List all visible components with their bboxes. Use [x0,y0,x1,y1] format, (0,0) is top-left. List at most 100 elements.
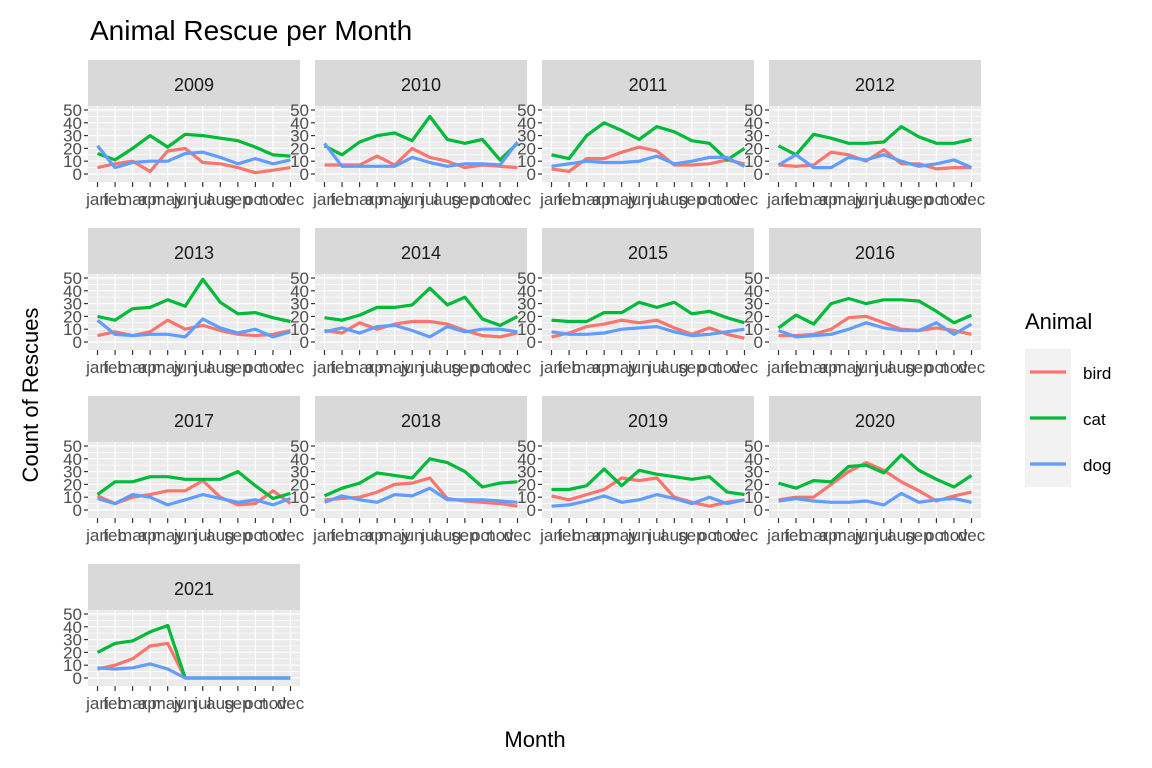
x-tick-label: apr [365,526,390,545]
x-tick-label: dec [504,526,532,545]
x-tick-label: feb [557,190,581,209]
x-tick-label: jun [854,190,878,209]
x-tick-label: may [379,190,412,209]
x-tick-label: aug [660,190,688,209]
x-tick-label: oct [698,526,721,545]
x-tick-label: feb [103,526,127,545]
series-line-bird [551,476,745,508]
legend: Animal bird cat dog [1025,309,1111,487]
x-tick-label: jul [647,526,665,545]
facet-strip [315,396,527,442]
y-tick-label: 50 [290,101,309,120]
series-line-bird [324,476,518,508]
y-tick-label: 0 [300,165,309,184]
x-axis-title: Month [504,727,565,752]
x-tick-label: apr [138,694,163,713]
y-tick-label: 20 [517,139,536,158]
x-tick-label: oct [698,358,721,377]
y-tick-label: 0 [73,669,82,688]
x-tick-label: mar [118,694,148,713]
x-tick-label: jun [173,694,197,713]
x-tick-label: mar [345,190,375,209]
x-tick-label: aug [887,190,915,209]
series-line-dog [778,491,972,507]
x-tick-label: feb [330,358,354,377]
y-tick-label: 10 [290,488,309,507]
x-tick-label: may [152,190,185,209]
x-tick-label: feb [103,358,127,377]
x-tick-label: mar [572,358,602,377]
y-tick-label: 0 [754,333,763,352]
series-line-dog [777,153,973,170]
y-tick-label: 30 [744,295,763,314]
facet-strip [769,228,981,274]
x-tick-label: oct [471,358,494,377]
x-tick-label: mar [799,190,829,209]
y-tick-label: 0 [73,501,82,520]
x-tick-label: apr [819,526,844,545]
series-line-dog [323,141,519,168]
x-tick-label: aug [660,358,688,377]
x-tick-label: aug [206,526,234,545]
x-tick-label: nov [486,358,514,377]
x-tick-label: sep [905,358,932,377]
x-tick-label: mar [345,526,375,545]
x-tick-label: dec [277,358,305,377]
facet-strip-label: 2018 [401,411,441,431]
y-tick-label: 0 [73,333,82,352]
x-tick-label: nov [713,190,741,209]
x-tick-label: jan [539,526,563,545]
series-line-cat [777,124,972,157]
series-line-cat [778,453,973,490]
y-tick-label: 40 [63,114,82,133]
x-tick-label: jun [173,526,197,545]
panel-background [542,274,754,350]
series-line-cat [777,296,973,330]
x-tick-label: aug [433,358,461,377]
x-tick-label: sep [678,190,705,209]
x-tick-label: oct [471,190,494,209]
panel-background [769,442,981,518]
x-tick-label: jun [400,526,424,545]
x-tick-label: sep [678,526,705,545]
series-line-cat [324,286,519,327]
y-tick-label: 10 [744,320,763,339]
y-tick-label: 10 [517,488,536,507]
y-tick-label: 30 [517,127,536,146]
x-tick-label: jan [766,526,790,545]
facet-strip-label: 2015 [628,243,668,263]
y-tick-label: 10 [744,152,763,171]
x-tick-label: dec [731,526,759,545]
series-line-dog [323,486,518,504]
facet-strip-label: 2020 [855,411,895,431]
facet-strip [769,396,981,442]
y-tick-label: 50 [290,437,309,456]
series-line-cat [551,467,745,497]
facet-strip [88,228,300,274]
x-tick-label: oct [244,358,267,377]
facet-strip [88,60,300,106]
x-tick-label: dec [277,190,305,209]
x-tick-label: may [833,358,866,377]
x-tick-label: may [606,526,639,545]
x-tick-label: jun [854,358,878,377]
x-tick-label: feb [103,694,127,713]
facet-strip-label: 2011 [629,75,668,95]
x-tick-label: jan [539,190,563,209]
x-tick-label: aug [433,190,461,209]
x-tick-label: feb [557,526,581,545]
y-tick-label: 20 [63,307,82,326]
legend-title: Animal [1025,309,1092,334]
y-tick-label: 30 [517,295,536,314]
y-tick-label: 30 [290,463,309,482]
x-tick-label: jul [420,190,438,209]
x-tick-label: jan [766,358,790,377]
x-tick-label: jan [766,190,790,209]
y-tick-label: 30 [63,463,82,482]
